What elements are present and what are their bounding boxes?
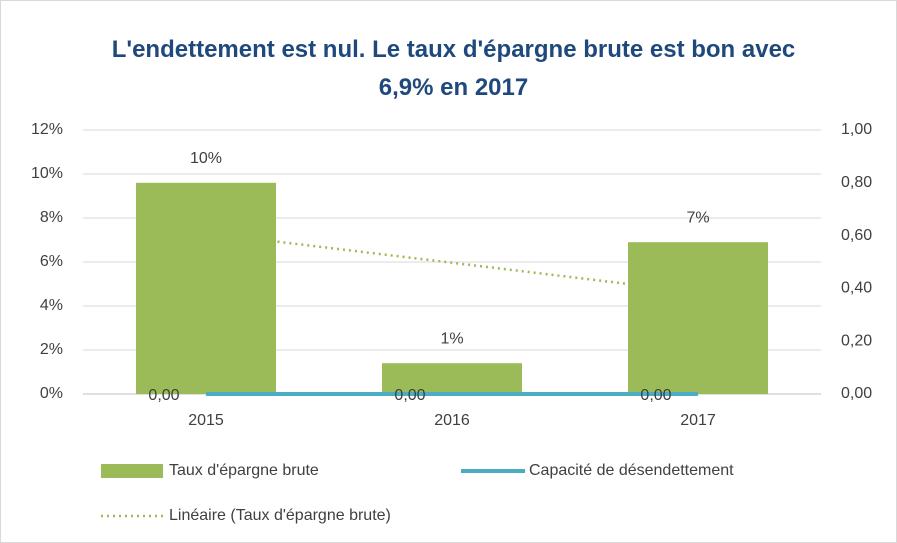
data-label: 0,00	[640, 387, 671, 404]
y-tick-label: 4%	[40, 297, 63, 314]
bar	[628, 242, 768, 394]
y-tick-label: 2%	[40, 341, 63, 358]
legend-swatch	[101, 464, 163, 478]
y-tick-label: 12%	[31, 121, 63, 138]
y-tick-label: 0%	[40, 385, 63, 402]
bar	[382, 363, 522, 394]
data-label: 7%	[686, 209, 709, 226]
y2-tick-label: 0,00	[841, 385, 872, 402]
y2-tick-label: 0,40	[841, 280, 872, 297]
y2-tick-label: 1,00	[841, 121, 872, 138]
data-label: 10%	[190, 150, 222, 167]
chart-title: L'endettement est nul. Le taux d'épargne…	[111, 36, 796, 101]
y-tick-label: 8%	[40, 209, 63, 226]
x-tick-label: 2016	[434, 412, 470, 429]
data-label: 1%	[440, 330, 463, 347]
y-tick-label: 6%	[40, 253, 63, 270]
legend-label: Capacité de désendettement	[529, 462, 734, 479]
y2-tick-label: 0,20	[841, 332, 872, 349]
data-label: 0,00	[394, 387, 425, 404]
data-label: 0,00	[148, 387, 179, 404]
y-tick-label: 10%	[31, 165, 63, 182]
y2-tick-label: 0,60	[841, 227, 872, 244]
trendline	[205, 231, 699, 294]
bar	[136, 182, 276, 394]
legend-label: Linéaire (Taux d'épargne brute)	[169, 507, 391, 524]
x-tick-label: 2015	[188, 412, 224, 429]
y2-tick-label: 0,80	[841, 174, 872, 191]
legend-label: Taux d'épargne brute	[169, 462, 319, 479]
x-tick-label: 2017	[680, 412, 716, 429]
